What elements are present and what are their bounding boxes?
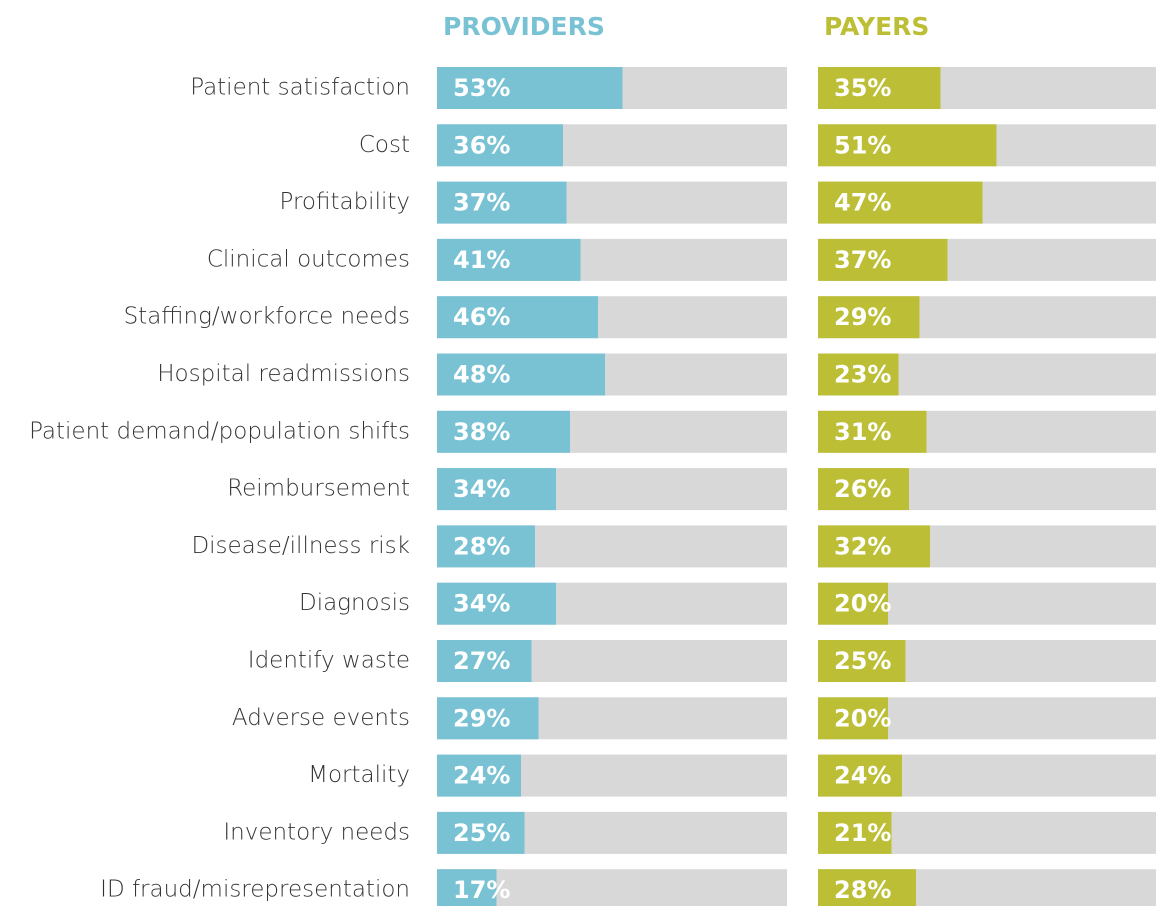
category-label: ID fraud/misrepresentation xyxy=(100,877,410,903)
series-header: PROVIDERS xyxy=(443,12,605,41)
value-label: 28% xyxy=(834,876,891,904)
bar xyxy=(437,67,623,109)
value-label: 53% xyxy=(453,74,510,102)
category-label: Adverse events xyxy=(232,705,410,731)
bar xyxy=(437,124,563,167)
category-label: Patient demand/population shifts xyxy=(29,418,410,444)
value-label: 29% xyxy=(834,303,891,331)
value-label: 20% xyxy=(834,704,891,732)
value-label: 35% xyxy=(834,74,891,102)
value-label: 36% xyxy=(453,131,510,159)
bar xyxy=(818,582,888,625)
value-label: 34% xyxy=(453,475,510,503)
category-label: Identify waste xyxy=(248,648,410,674)
series-header: PAYERS xyxy=(824,12,929,41)
category-label: Inventory needs xyxy=(223,819,410,845)
bar xyxy=(437,869,497,906)
bar xyxy=(818,181,983,224)
value-label: 47% xyxy=(834,189,891,217)
value-label: 32% xyxy=(834,532,891,560)
bar xyxy=(437,296,598,339)
value-label: 38% xyxy=(453,418,510,446)
value-label: 28% xyxy=(453,532,510,560)
category-label: Diagnosis xyxy=(299,590,410,616)
value-label: 37% xyxy=(453,189,510,217)
value-label: 29% xyxy=(453,704,510,732)
value-label: 41% xyxy=(453,246,510,274)
value-label: 24% xyxy=(834,762,891,790)
bar xyxy=(437,410,570,453)
category-label: Staffing/workforce needs xyxy=(124,304,410,330)
value-label: 21% xyxy=(834,819,891,847)
value-label: 51% xyxy=(834,131,891,159)
category-label: Cost xyxy=(359,132,410,158)
bar xyxy=(437,238,581,281)
value-label: 46% xyxy=(453,303,510,331)
category-label: Mortality xyxy=(308,762,410,788)
category-label: Disease/illness risk xyxy=(191,533,410,559)
category-label: Hospital readmissions xyxy=(157,361,410,387)
value-label: 17% xyxy=(453,876,510,904)
bar xyxy=(437,640,532,682)
bar xyxy=(818,811,892,854)
value-label: 25% xyxy=(834,647,891,675)
value-label: 24% xyxy=(453,762,510,790)
bar xyxy=(437,525,535,568)
bar xyxy=(437,697,539,740)
bar xyxy=(437,811,525,854)
bar xyxy=(818,410,927,453)
value-label: 25% xyxy=(453,819,510,847)
bar xyxy=(818,697,888,740)
category-label: Reimbursement xyxy=(227,476,410,502)
value-label: 23% xyxy=(834,361,891,389)
value-label: 27% xyxy=(453,647,510,675)
bar xyxy=(818,468,909,511)
bar xyxy=(437,353,605,396)
category-label: Profitability xyxy=(280,189,411,215)
value-label: 37% xyxy=(834,246,891,274)
bar xyxy=(818,353,899,396)
bar xyxy=(818,525,930,568)
category-label: Patient satisfaction xyxy=(190,75,410,101)
value-label: 48% xyxy=(453,361,510,389)
value-label: 26% xyxy=(834,475,891,503)
bar xyxy=(818,67,941,109)
bar xyxy=(437,582,556,625)
bar xyxy=(818,296,920,339)
value-label: 31% xyxy=(834,418,891,446)
bar xyxy=(818,124,997,167)
bar xyxy=(818,640,906,682)
value-label: 20% xyxy=(834,590,891,618)
bar xyxy=(437,181,567,224)
bar xyxy=(437,468,556,511)
bar xyxy=(818,869,916,906)
bar xyxy=(437,754,521,797)
value-label: 34% xyxy=(453,590,510,618)
category-label: Clinical outcomes xyxy=(207,246,410,272)
bar xyxy=(818,238,948,281)
bar xyxy=(818,754,902,797)
